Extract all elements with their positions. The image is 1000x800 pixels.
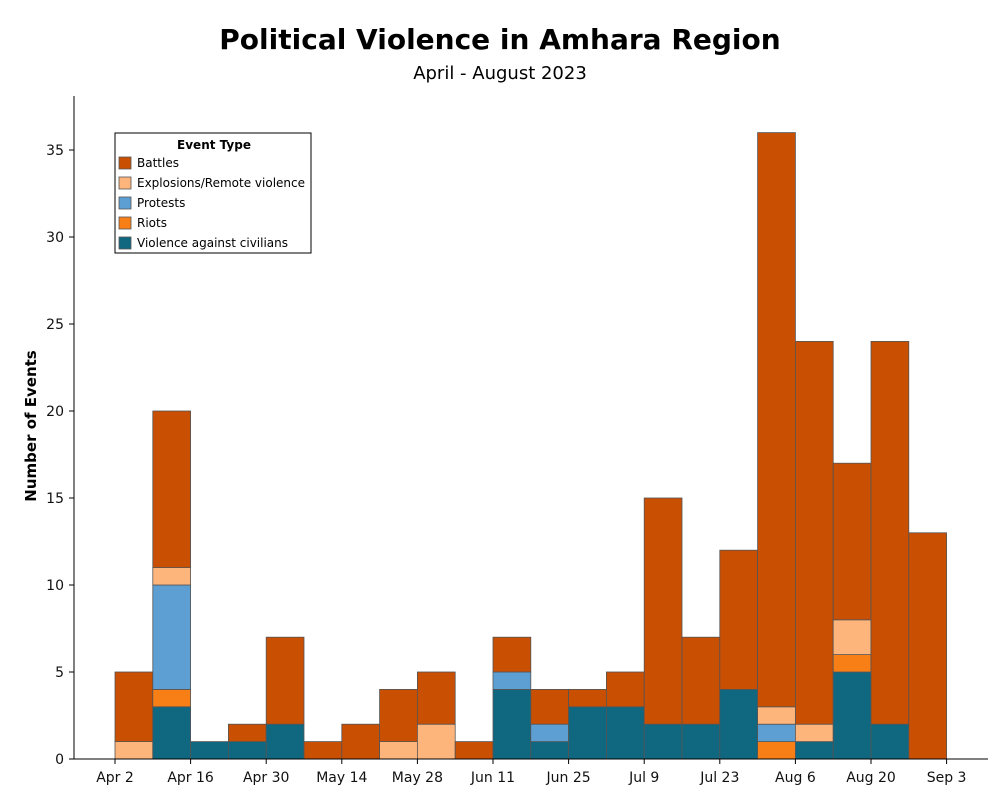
bar-segment-may-21-explosions-remote-violence (379, 741, 418, 760)
bar-segment-apr-23-battles (227, 723, 267, 743)
bar-segment-jun-25-battles (568, 689, 607, 708)
x-tick-label: Aug 6 (775, 770, 816, 786)
legend-swatch (118, 196, 132, 210)
y-tick-label: 10 (46, 578, 64, 594)
bar-segment-jul-30-riots (757, 741, 796, 760)
legend-swatch (118, 236, 132, 250)
x-tick-label: May 14 (316, 770, 367, 786)
bar-segment-may-28-explosions-remote-violence (416, 723, 456, 760)
bar-segment-aug-6-battles (795, 340, 834, 725)
bar-segment-jun-11-battles (492, 636, 532, 673)
bar-segment-apr-16-violence-against-civilians (190, 741, 229, 760)
bar-segment-jul-9-battles (643, 497, 683, 725)
x-tick-label: Jul 9 (628, 770, 659, 786)
bar-segment-jul-23-battles (719, 549, 758, 690)
x-ticks: Apr 2 Apr 16 Apr 30 May 14 May 28 Jun 11 Jun 2… (96, 759, 966, 786)
x-tick-label: Sep 3 (927, 770, 967, 786)
bar-segment-aug-6-explosions-remote-violence (795, 723, 834, 743)
x-tick-label: Apr 2 (96, 770, 134, 786)
bar-segment-jul-2-battles (606, 671, 645, 708)
bar-segment-apr-9-battles (152, 410, 192, 569)
bar-segment-jun-11-protests (492, 671, 532, 690)
legend-items: Battles Explosions/Remote violence Protest… (118, 156, 305, 250)
legend-label: Riots (137, 216, 167, 230)
bar-segment-apr-9-violence-against-civilians (152, 706, 192, 760)
legend-swatch (118, 176, 132, 190)
bar-segment-jun-11-violence-against-civilians (492, 689, 532, 760)
bar-segment-may-14-battles (341, 723, 380, 760)
bar-segment-jul-30-battles (757, 132, 796, 708)
bars (114, 132, 947, 760)
bar-segment-jul-16-violence-against-civilians (681, 723, 721, 760)
chart-subtitle: April - August 2023 (413, 63, 587, 84)
y-tick-label: 15 (46, 491, 64, 507)
bar-segment-jul-9-violence-against-civilians (643, 723, 683, 760)
legend-swatch (118, 216, 132, 230)
bar-segment-apr-9-protests (152, 584, 192, 690)
chart-title: Political Violence in Amhara Region (219, 23, 780, 56)
x-tick-label: Jul 23 (699, 770, 739, 786)
x-tick-label: May 28 (392, 770, 443, 786)
bar-segment-aug-20-battles (870, 340, 910, 725)
legend: Event Type Battles Explosions/Remote viol… (114, 132, 312, 254)
bar-segment-jun-18-violence-against-civilians (530, 741, 569, 760)
bar-segment-aug-20-violence-against-civilians (870, 723, 910, 760)
y-ticks: 0 5 10 15 20 25 30 35 (46, 143, 74, 768)
bar-segment-apr-2-explosions-remote-violence (114, 741, 154, 760)
bar-segment-jul-30-explosions-remote-violence (757, 706, 796, 725)
legend-label: Protests (137, 196, 185, 210)
bar-segment-aug-13-riots (832, 654, 872, 673)
bar-segment-may-7-battles (303, 741, 343, 760)
bar-segment-apr-30-battles (265, 636, 305, 725)
bar-segment-jun-25-violence-against-civilians (568, 706, 607, 760)
bar-segment-jul-30-protests (757, 723, 796, 743)
y-tick-label: 35 (46, 143, 64, 159)
bar-segment-aug-13-explosions-remote-violence (832, 619, 872, 655)
x-tick-label: Aug 20 (846, 770, 896, 786)
bar-segment-apr-9-riots (152, 689, 192, 708)
bar-segment-jul-2-violence-against-civilians (606, 706, 645, 760)
y-tick-label: 5 (55, 665, 64, 681)
bar-segment-jul-23-violence-against-civilians (719, 689, 758, 760)
legend-title: Event Type (177, 138, 251, 152)
bar-segment-apr-30-violence-against-civilians (265, 723, 305, 760)
legend-swatch (118, 156, 132, 170)
plot-area: 0 5 10 15 20 25 30 35 Apr 2 Apr 16 Apr 30 May 14 Ma… (46, 96, 988, 786)
x-tick-label: Apr 16 (167, 770, 214, 786)
bar-segment-may-28-battles (416, 671, 456, 725)
y-tick-label: 30 (46, 230, 64, 246)
bar-segment-jun-18-battles (530, 689, 569, 725)
bar-segment-apr-9-explosions-remote-violence (152, 567, 192, 586)
legend-label: Explosions/Remote violence (137, 176, 305, 190)
bar-segment-apr-2-battles (114, 671, 154, 742)
bar-segment-aug-13-violence-against-civilians (832, 671, 872, 760)
y-tick-label: 0 (55, 752, 64, 768)
legend-label: Battles (137, 156, 179, 170)
legend-label: Violence against civilians (137, 236, 288, 250)
bar-segment-aug-6-violence-against-civilians (795, 741, 834, 760)
y-axis-label: Number of Events (22, 350, 40, 501)
bar-segment-apr-23-violence-against-civilians (227, 741, 267, 760)
legend-box (114, 132, 312, 254)
x-tick-label: Apr 30 (243, 770, 289, 786)
y-tick-label: 20 (46, 404, 64, 420)
bar-segment-aug-27-battles (908, 532, 947, 760)
bar-segment-jun-18-protests (530, 723, 569, 743)
y-tick-label: 25 (46, 317, 64, 333)
bar-segment-may-21-battles (379, 689, 418, 743)
bar-segment-aug-13-battles (832, 462, 872, 621)
x-tick-label: Jun 25 (546, 770, 591, 786)
bar-segment-jun-4-battles (454, 741, 494, 760)
bar-segment-jul-16-battles (681, 636, 721, 725)
x-tick-label: Jun 11 (470, 770, 515, 786)
